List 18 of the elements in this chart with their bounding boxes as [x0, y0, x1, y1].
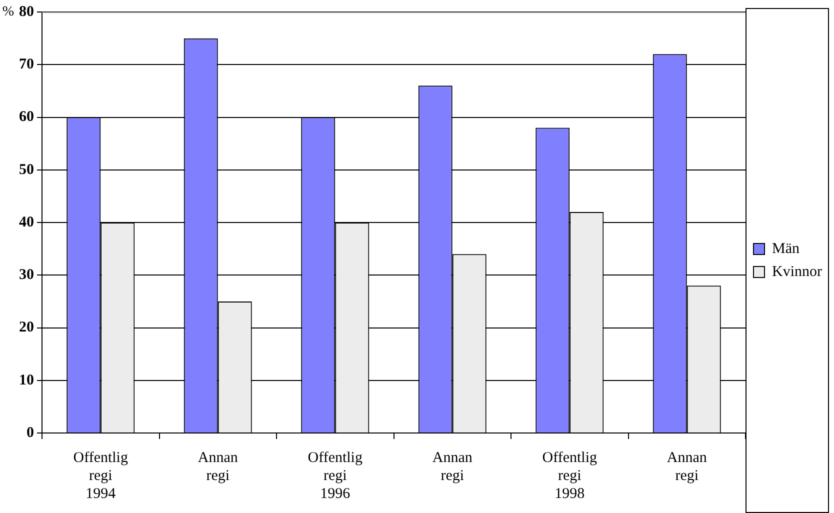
- legend-label: Kvinnor: [772, 264, 822, 280]
- y-tick-label: 0: [26, 424, 34, 441]
- x-tick-label: Offentlig regi 1998: [542, 450, 598, 502]
- y-tick-label: 20: [19, 320, 34, 336]
- y-tick-label: 70: [19, 56, 34, 72]
- y-tick-label: 40: [19, 214, 34, 230]
- x-tick-label: Offentlig regi 1996: [308, 450, 363, 502]
- x-tick-label: Annan regi: [198, 450, 238, 484]
- x-tick-label: Annan regi: [666, 450, 708, 484]
- y-tick-label: 50: [19, 162, 34, 178]
- y-tick-label: 10: [19, 372, 34, 388]
- x-tick-label: Annan regi: [432, 450, 473, 484]
- legend-label: Män: [772, 240, 800, 257]
- y-tick-label: 60: [19, 109, 34, 126]
- y-tick-label: 80: [19, 4, 34, 20]
- y-axis-title: %: [2, 4, 14, 20]
- y-tick-label: 30: [19, 267, 34, 283]
- x-tick-label: Offentlig regi 1994: [73, 450, 128, 502]
